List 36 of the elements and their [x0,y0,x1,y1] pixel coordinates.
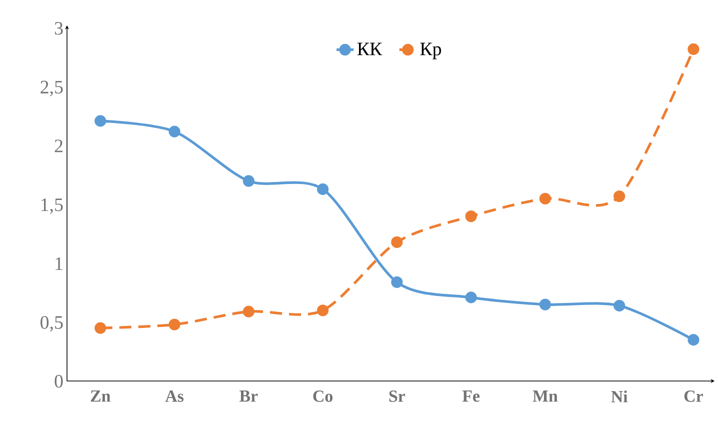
x-tick-label: As [165,390,184,402]
y-tick-label: 2 [54,140,62,152]
point [242,175,254,187]
y-tick-label: 1 [56,257,62,270]
point [688,334,700,346]
point [391,276,403,288]
x-tick-label: Ni [611,390,628,402]
point [539,298,551,310]
x-tick-label: Br [240,390,258,402]
point [316,183,329,196]
y-tick-label: 1,5 [41,198,63,214]
legend-label: Кр [420,42,442,60]
y-tick-label: 2,5 [40,80,63,96]
point [391,236,403,248]
x-tick-label: Mn [532,390,558,402]
point [465,210,477,222]
y-tick-label: 3 [54,22,63,35]
x-tick-label: Cr [684,390,703,402]
x-tick-label: Sr [389,390,406,402]
point [614,190,626,202]
point [614,300,626,312]
y-tick-label: 0,5 [40,316,63,332]
point [688,43,700,55]
x-tick-label: Fe [462,390,480,402]
x-tick-label: Zn [90,390,110,402]
y-tick-label: 0 [54,374,63,388]
point [168,126,180,138]
legend-label: КК [357,42,382,56]
point [168,318,180,330]
point [316,304,329,316]
point [94,322,106,334]
point [94,115,106,127]
point [465,292,477,304]
x-tick-label: Co [313,390,332,402]
point [539,192,551,204]
point [242,306,254,318]
